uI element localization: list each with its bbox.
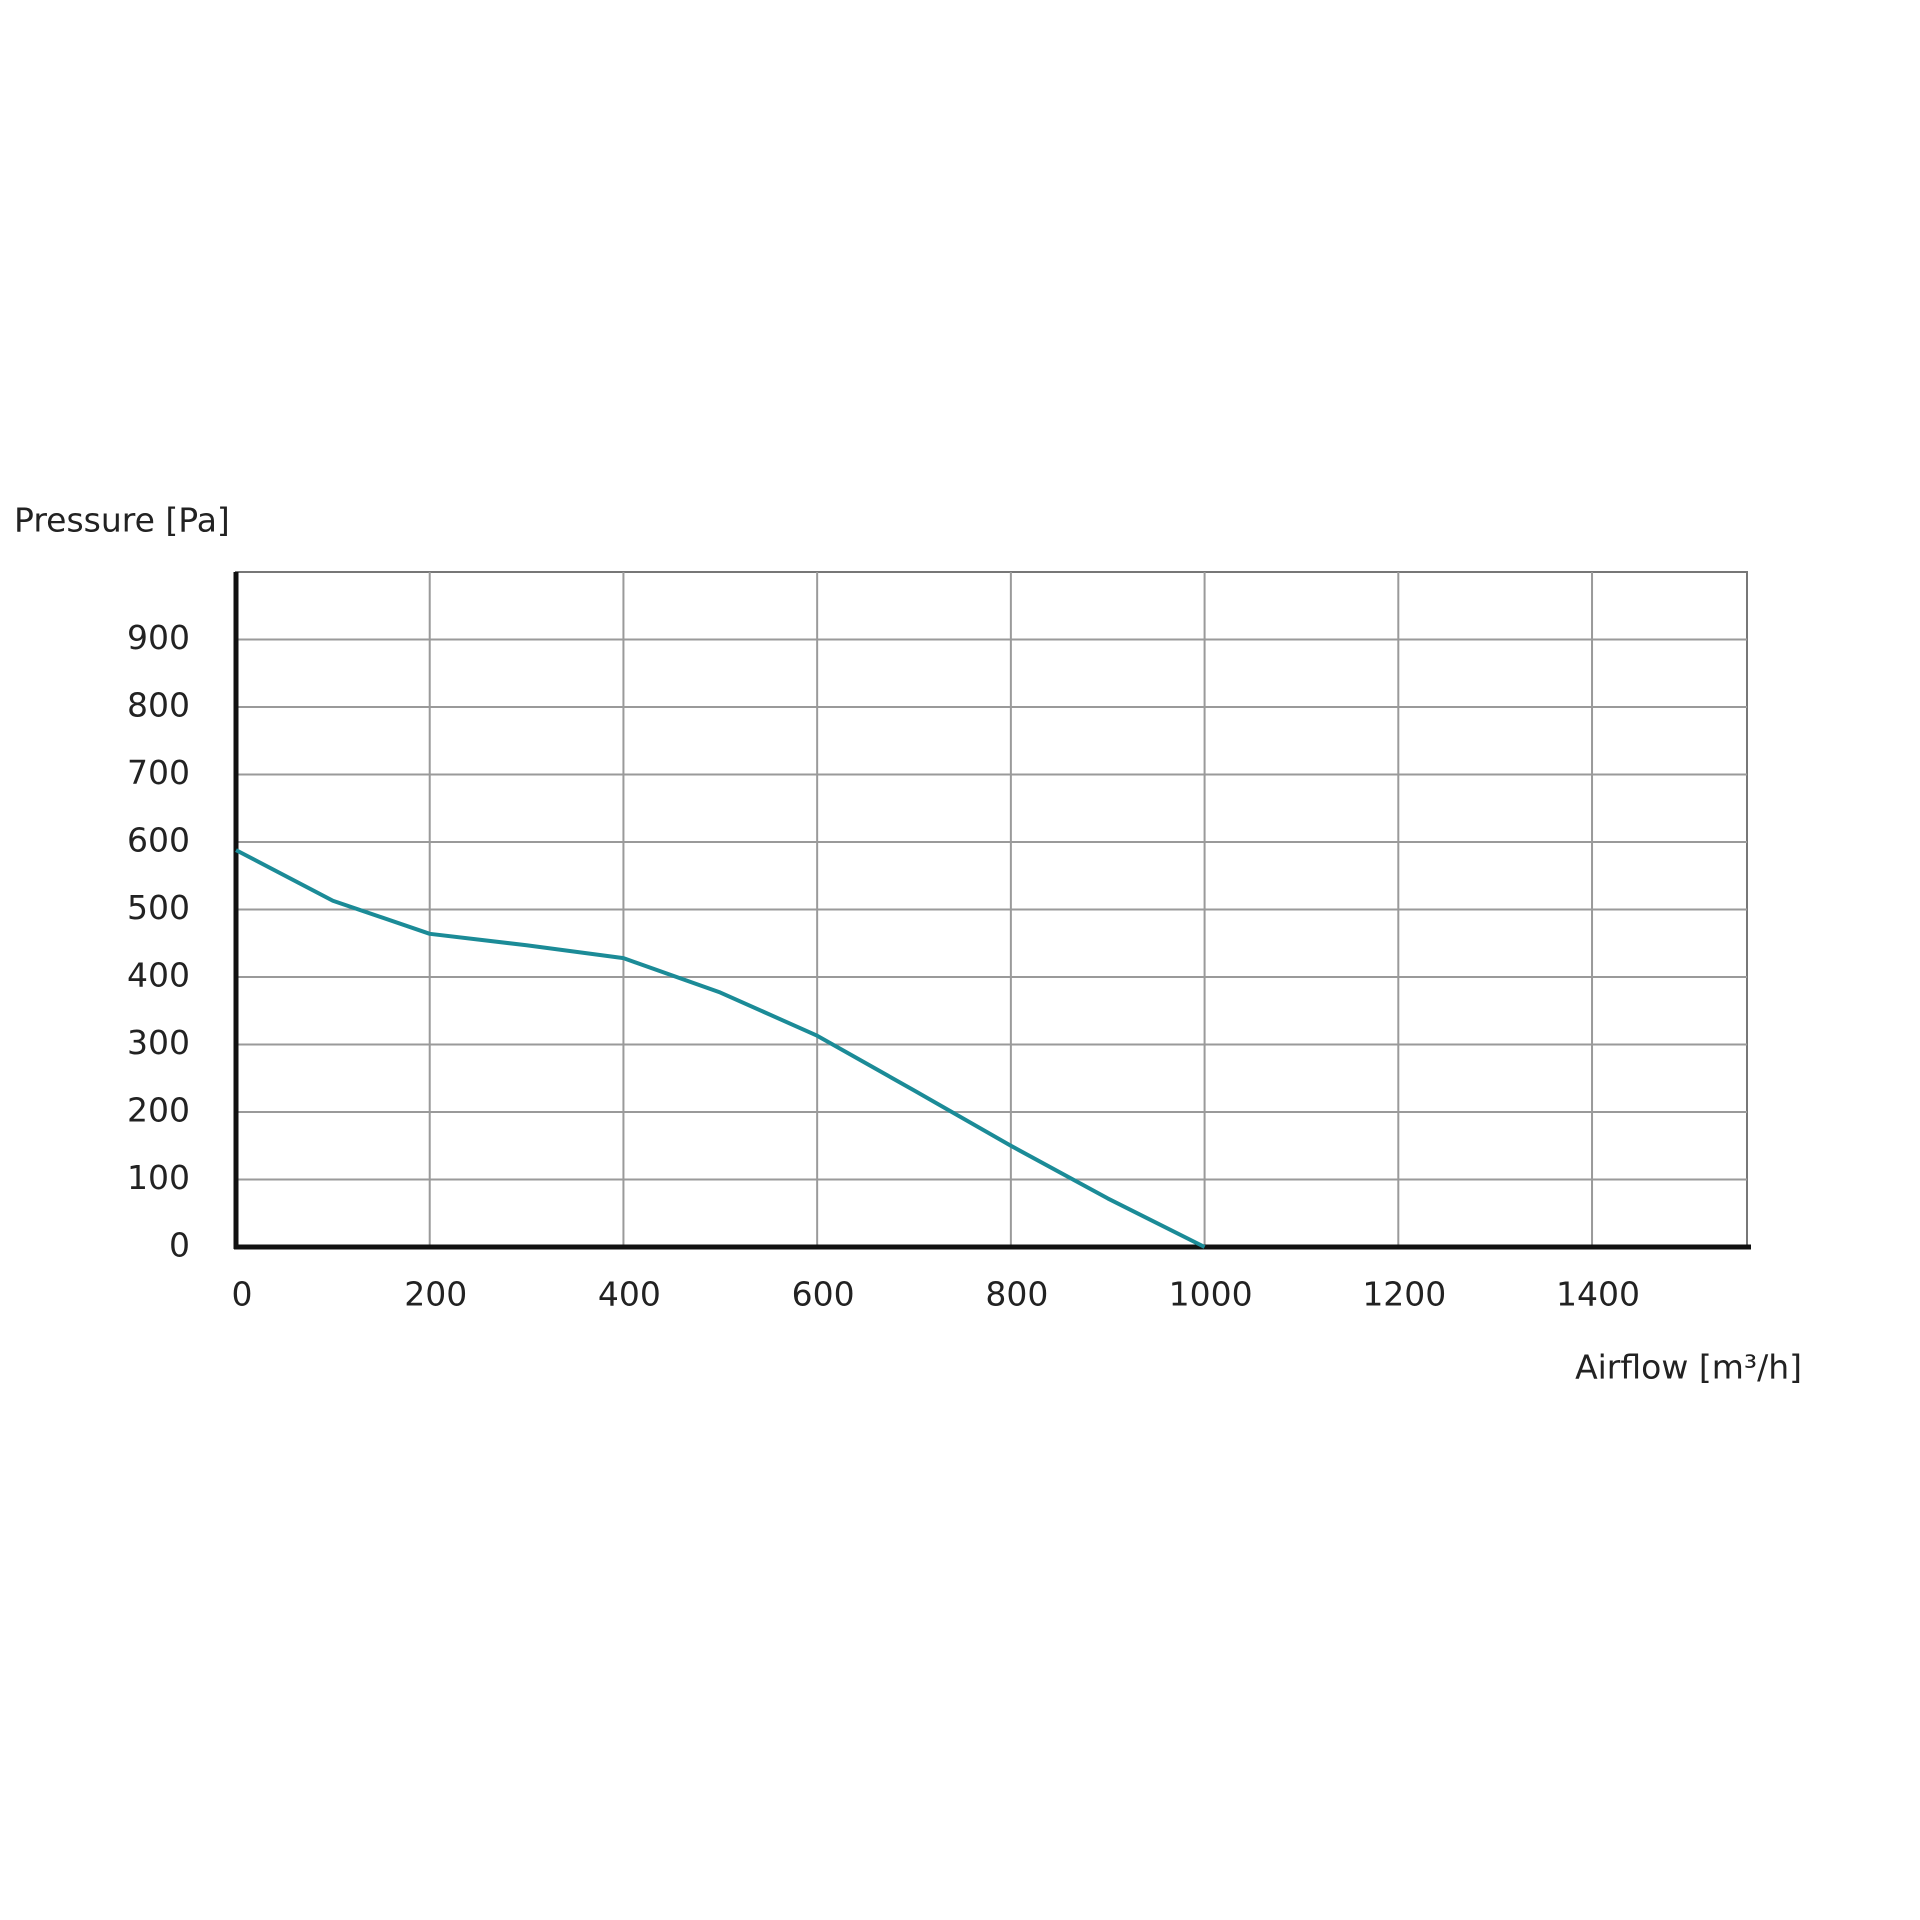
y-tick-label: 900 <box>127 618 190 657</box>
x-tick-label: 400 <box>598 1275 661 1314</box>
y-tick-label: 200 <box>127 1091 190 1130</box>
y-tick-label: 300 <box>127 1023 190 1062</box>
x-tick-label: 0 <box>232 1275 253 1314</box>
y-tick-label: 800 <box>127 686 190 725</box>
y-tick-label: 500 <box>127 888 190 927</box>
x-tick-label: 1200 <box>1362 1275 1446 1314</box>
data-line <box>235 848 1206 1249</box>
x-axis-label: Airflow [m³/h] <box>1575 1348 1802 1387</box>
y-tick-label: 100 <box>127 1158 190 1197</box>
y-tick-label: 600 <box>127 821 190 860</box>
x-tick-label: 800 <box>985 1275 1048 1314</box>
x-tick-label: 600 <box>792 1275 855 1314</box>
y-axis-label: Pressure [Pa] <box>14 501 230 540</box>
y-tick-label: 700 <box>127 753 190 792</box>
x-tick-label: 200 <box>404 1275 467 1314</box>
y-tick-label: 400 <box>127 956 190 995</box>
x-tick-label: 1400 <box>1556 1275 1640 1314</box>
y-tick-label: 0 <box>169 1226 190 1265</box>
x-tick-label: 1000 <box>1169 1275 1253 1314</box>
